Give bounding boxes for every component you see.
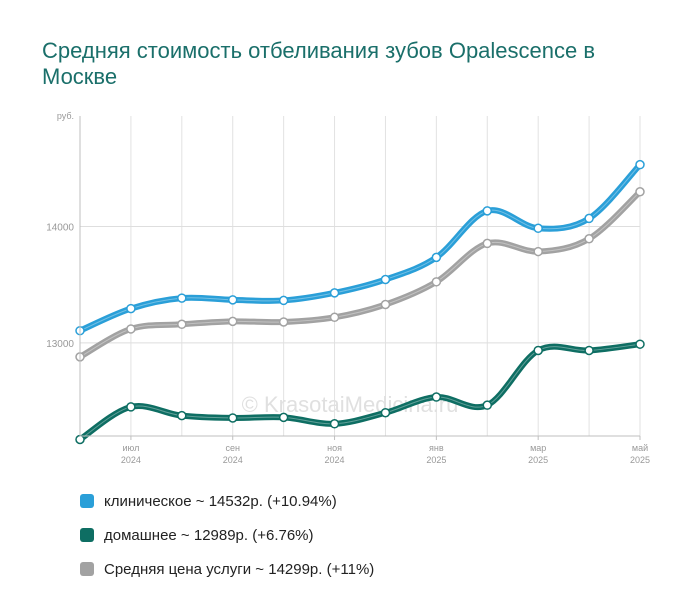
x-tick-month: сен (225, 443, 240, 453)
data-point[interactable] (431, 392, 442, 402)
x-tick-month: июл (122, 443, 139, 453)
data-point[interactable] (380, 274, 391, 285)
data-point[interactable] (278, 317, 289, 327)
data-point[interactable] (482, 206, 493, 216)
x-tick-year: 2024 (325, 455, 345, 465)
data-point[interactable] (177, 293, 187, 303)
data-point[interactable] (380, 407, 391, 418)
x-tick-month: май (632, 443, 648, 453)
data-point[interactable] (380, 299, 391, 310)
data-point[interactable] (177, 410, 187, 421)
data-point[interactable] (278, 295, 289, 306)
data-point[interactable] (584, 234, 594, 244)
data-point[interactable] (482, 400, 493, 410)
x-tick-year: 2024 (121, 455, 141, 465)
x-tick-year: 2025 (528, 455, 548, 465)
data-point[interactable] (227, 413, 238, 423)
data-point[interactable] (177, 319, 187, 330)
data-point[interactable] (278, 412, 289, 423)
series-line (77, 188, 643, 360)
data-point[interactable] (584, 345, 594, 356)
watermark: © KrasotaiMedicina.ru (242, 392, 459, 417)
data-point[interactable] (126, 324, 136, 334)
x-tick-year: 2025 (630, 455, 650, 465)
legend-item-average[interactable]: Средняя цена услуги ~ 14299р. (+11%) (80, 552, 374, 586)
x-tick-year: 2024 (223, 455, 243, 465)
chart-title: Средняя стоимость отбеливания зубов Opal… (42, 38, 596, 89)
data-point[interactable] (635, 187, 645, 197)
x-tick-year: 2025 (426, 455, 446, 465)
data-point[interactable] (227, 316, 238, 327)
data-point[interactable] (227, 295, 238, 305)
y-unit-label: руб. (57, 111, 74, 121)
legend-label: клиническое ~ 14532р. (+10.94%) (104, 492, 337, 510)
data-point[interactable] (533, 223, 543, 234)
legend-swatch (80, 494, 94, 508)
data-point[interactable] (431, 277, 442, 287)
data-point[interactable] (329, 288, 340, 298)
data-point[interactable] (635, 339, 645, 349)
legend-label: домашнее ~ 12989р. (+6.76%) (104, 526, 314, 544)
chart-grid (79, 116, 641, 436)
x-tick-month: мар (530, 443, 546, 453)
data-point[interactable] (635, 159, 645, 170)
legend-item-clinical[interactable]: клиническое ~ 14532р. (+10.94%) (80, 484, 374, 518)
chart-series (75, 159, 645, 445)
data-point[interactable] (126, 303, 136, 314)
y-tick-label: 13000 (46, 339, 74, 350)
legend-label: Средняя цена услуги ~ 14299р. (+11%) (104, 560, 375, 578)
series-0 (75, 159, 645, 336)
data-point[interactable] (533, 345, 543, 356)
data-point[interactable] (533, 246, 543, 257)
y-tick-label: 14000 (46, 223, 74, 234)
data-point[interactable] (431, 252, 442, 263)
legend-swatch (80, 528, 94, 542)
x-tick-month: янв (429, 443, 444, 453)
data-point[interactable] (329, 312, 340, 323)
legend-swatch (80, 562, 94, 576)
data-point[interactable] (584, 213, 594, 224)
chart-axes: руб. 13000 14000 июл 2024 сен 2024 ноя 2024 янв 20… (46, 111, 650, 465)
legend-item-home[interactable]: домашнее ~ 12989р. (+6.76%) (80, 518, 374, 552)
data-point[interactable] (126, 402, 136, 412)
series-line-highlight (79, 191, 641, 358)
legend: клиническое ~ 14532р. (+10.94%) домашнее… (80, 484, 374, 586)
series-1 (75, 339, 645, 445)
data-point[interactable] (75, 434, 85, 445)
data-point[interactable] (482, 238, 493, 249)
x-tick-month: ноя (327, 443, 342, 453)
series-2 (75, 187, 645, 362)
data-point[interactable] (329, 419, 340, 429)
